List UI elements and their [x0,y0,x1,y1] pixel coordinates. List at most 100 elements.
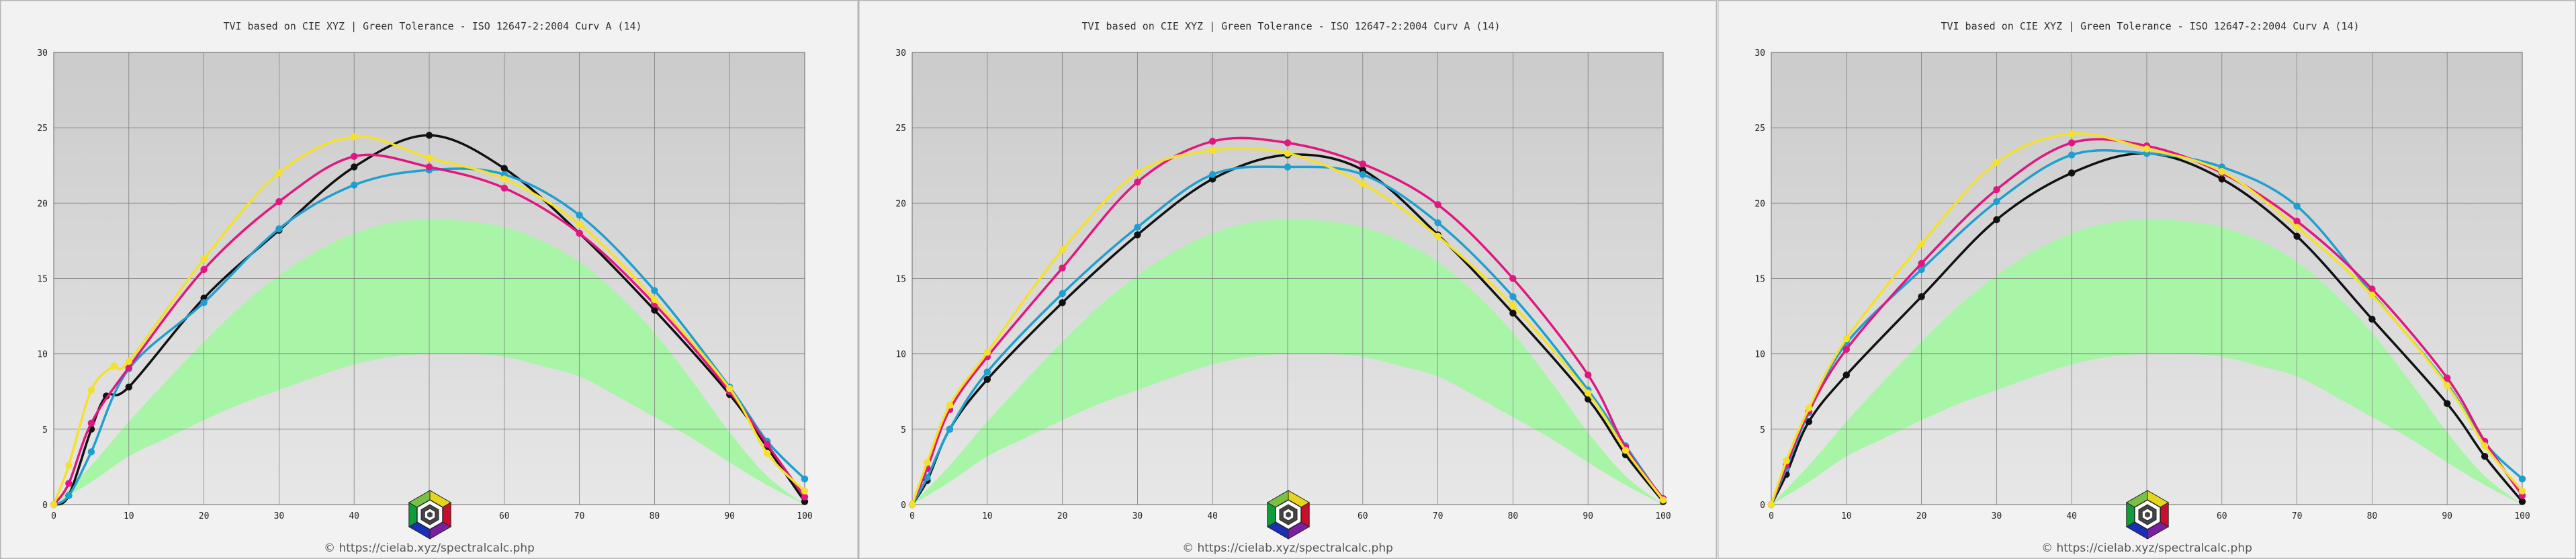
data-point-yellow [946,401,954,409]
series-line-yellow [911,147,1664,506]
x-tick-label: 70 [2292,511,2303,521]
chart-panel-3: TVI based on CIE XYZ | Green Tolerance -… [1718,0,2576,559]
data-point-magenta [1585,371,1592,379]
panel-border [1718,0,2576,559]
data-point-black [1993,216,2000,224]
x-tick-label: 90 [1583,511,1593,521]
data-point-black [2368,315,2376,323]
data-point-cyan [1209,171,1216,178]
data-point-yellow [2068,130,2076,138]
x-tick-label: 30 [1132,511,1143,521]
copyright-text[interactable]: © https://cielab.xyz/spectralcalc.php [1182,542,1393,555]
data-point-yellow [1209,146,1216,155]
data-point-cyan [2293,202,2301,210]
x-tick-label: 60 [2217,511,2227,521]
data-point-yellow [2218,168,2225,175]
data-point-magenta [1209,138,1216,145]
copyright-text[interactable]: © https://cielab.xyz/spectralcalc.php [324,542,535,555]
data-point-magenta [125,363,132,372]
data-point-cyan [200,299,208,306]
data-point-yellow [125,357,132,366]
data-point-yellow [1585,389,1592,397]
data-point-black [1509,309,1517,317]
logo-center [1286,511,1291,518]
y-tick-label: 15 [895,275,906,285]
y-tick-label: 30 [37,48,48,58]
data-point-yellow [1842,335,1850,343]
y-tick-label: 20 [895,199,906,209]
y-tick-label: 15 [1755,275,1765,285]
series-line-black [911,153,1664,506]
y-tick-label: 5 [42,425,48,435]
data-point-magenta [1842,345,1850,353]
series-line-black [1770,152,2524,506]
data-point-cyan [1134,224,1141,231]
data-point-yellow [500,175,508,183]
data-point-black [983,376,991,384]
data-point-magenta [65,480,73,487]
data-point-black [1805,418,1813,425]
chart-title: TVI based on CIE XYZ | Green Tolerance -… [1081,20,1500,32]
data-point-magenta [1059,264,1066,271]
data-point-black [2218,175,2225,183]
data-point-yellow [924,458,931,466]
series-line-magenta [911,136,1664,506]
y-tick-label: 20 [37,199,48,209]
copyright-text[interactable]: © https://cielab.xyz/spectralcalc.php [2041,542,2252,555]
x-tick-label: 40 [1207,511,1218,521]
y-tick-label: 20 [1755,199,1765,209]
data-point-yellow [1805,404,1813,412]
y-tick-label: 10 [1755,350,1765,360]
data-point-yellow [65,462,73,469]
chart-title: TVI based on CIE XYZ | Green Tolerance -… [1941,20,2359,32]
x-tick-label: 30 [274,511,285,521]
y-tick-label: 15 [37,275,48,285]
data-point-yellow [2293,224,2301,231]
data-point-cyan [65,492,73,499]
data-point-black [651,306,658,314]
data-point-yellow [425,154,433,162]
data-point-magenta [1918,259,1925,267]
y-tick-label: 10 [37,350,48,360]
data-point-yellow [1993,159,2000,166]
series-line-yellow [52,135,806,506]
data-point-yellow [1059,246,1066,254]
y-tick-label: 0 [42,501,48,511]
data-point-yellow [651,296,658,304]
x-tick-label: 20 [1916,511,1927,521]
data-point-black [2518,498,2526,505]
data-point-yellow [1659,497,1667,504]
x-tick-label: 0 [1769,511,1774,521]
logo-center [2145,511,2150,518]
panel-border [858,0,1717,559]
data-point-magenta [200,265,208,273]
y-tick-label: 25 [895,124,906,134]
x-tick-label: 0 [909,511,915,521]
series-line-magenta [52,153,806,506]
x-tick-label: 60 [499,511,510,521]
data-point-magenta [351,153,358,160]
data-point-yellow [908,501,916,509]
data-point-yellow [50,501,58,509]
y-tick-label: 0 [901,501,906,511]
data-point-magenta [1134,178,1141,186]
data-point-yellow [576,220,583,228]
data-point-cyan [2068,151,2076,159]
data-point-yellow [1767,501,1775,509]
y-tick-label: 30 [895,48,906,58]
y-tick-label: 0 [1760,501,1765,511]
data-point-yellow [1434,232,1441,240]
data-point-magenta [87,419,95,427]
data-point-black [2481,453,2489,460]
data-point-cyan [275,225,283,232]
data-point-yellow [87,386,95,394]
data-point-cyan [1434,219,1441,226]
x-tick-label: 60 [1358,511,1368,521]
x-tick-label: 100 [1655,511,1671,521]
hexagon-cmy-rgb-logo-icon [408,490,452,540]
data-point-magenta [576,230,583,237]
data-point-yellow [2368,291,2376,299]
data-point-yellow [1284,150,1292,157]
data-point-magenta [1509,275,1517,282]
